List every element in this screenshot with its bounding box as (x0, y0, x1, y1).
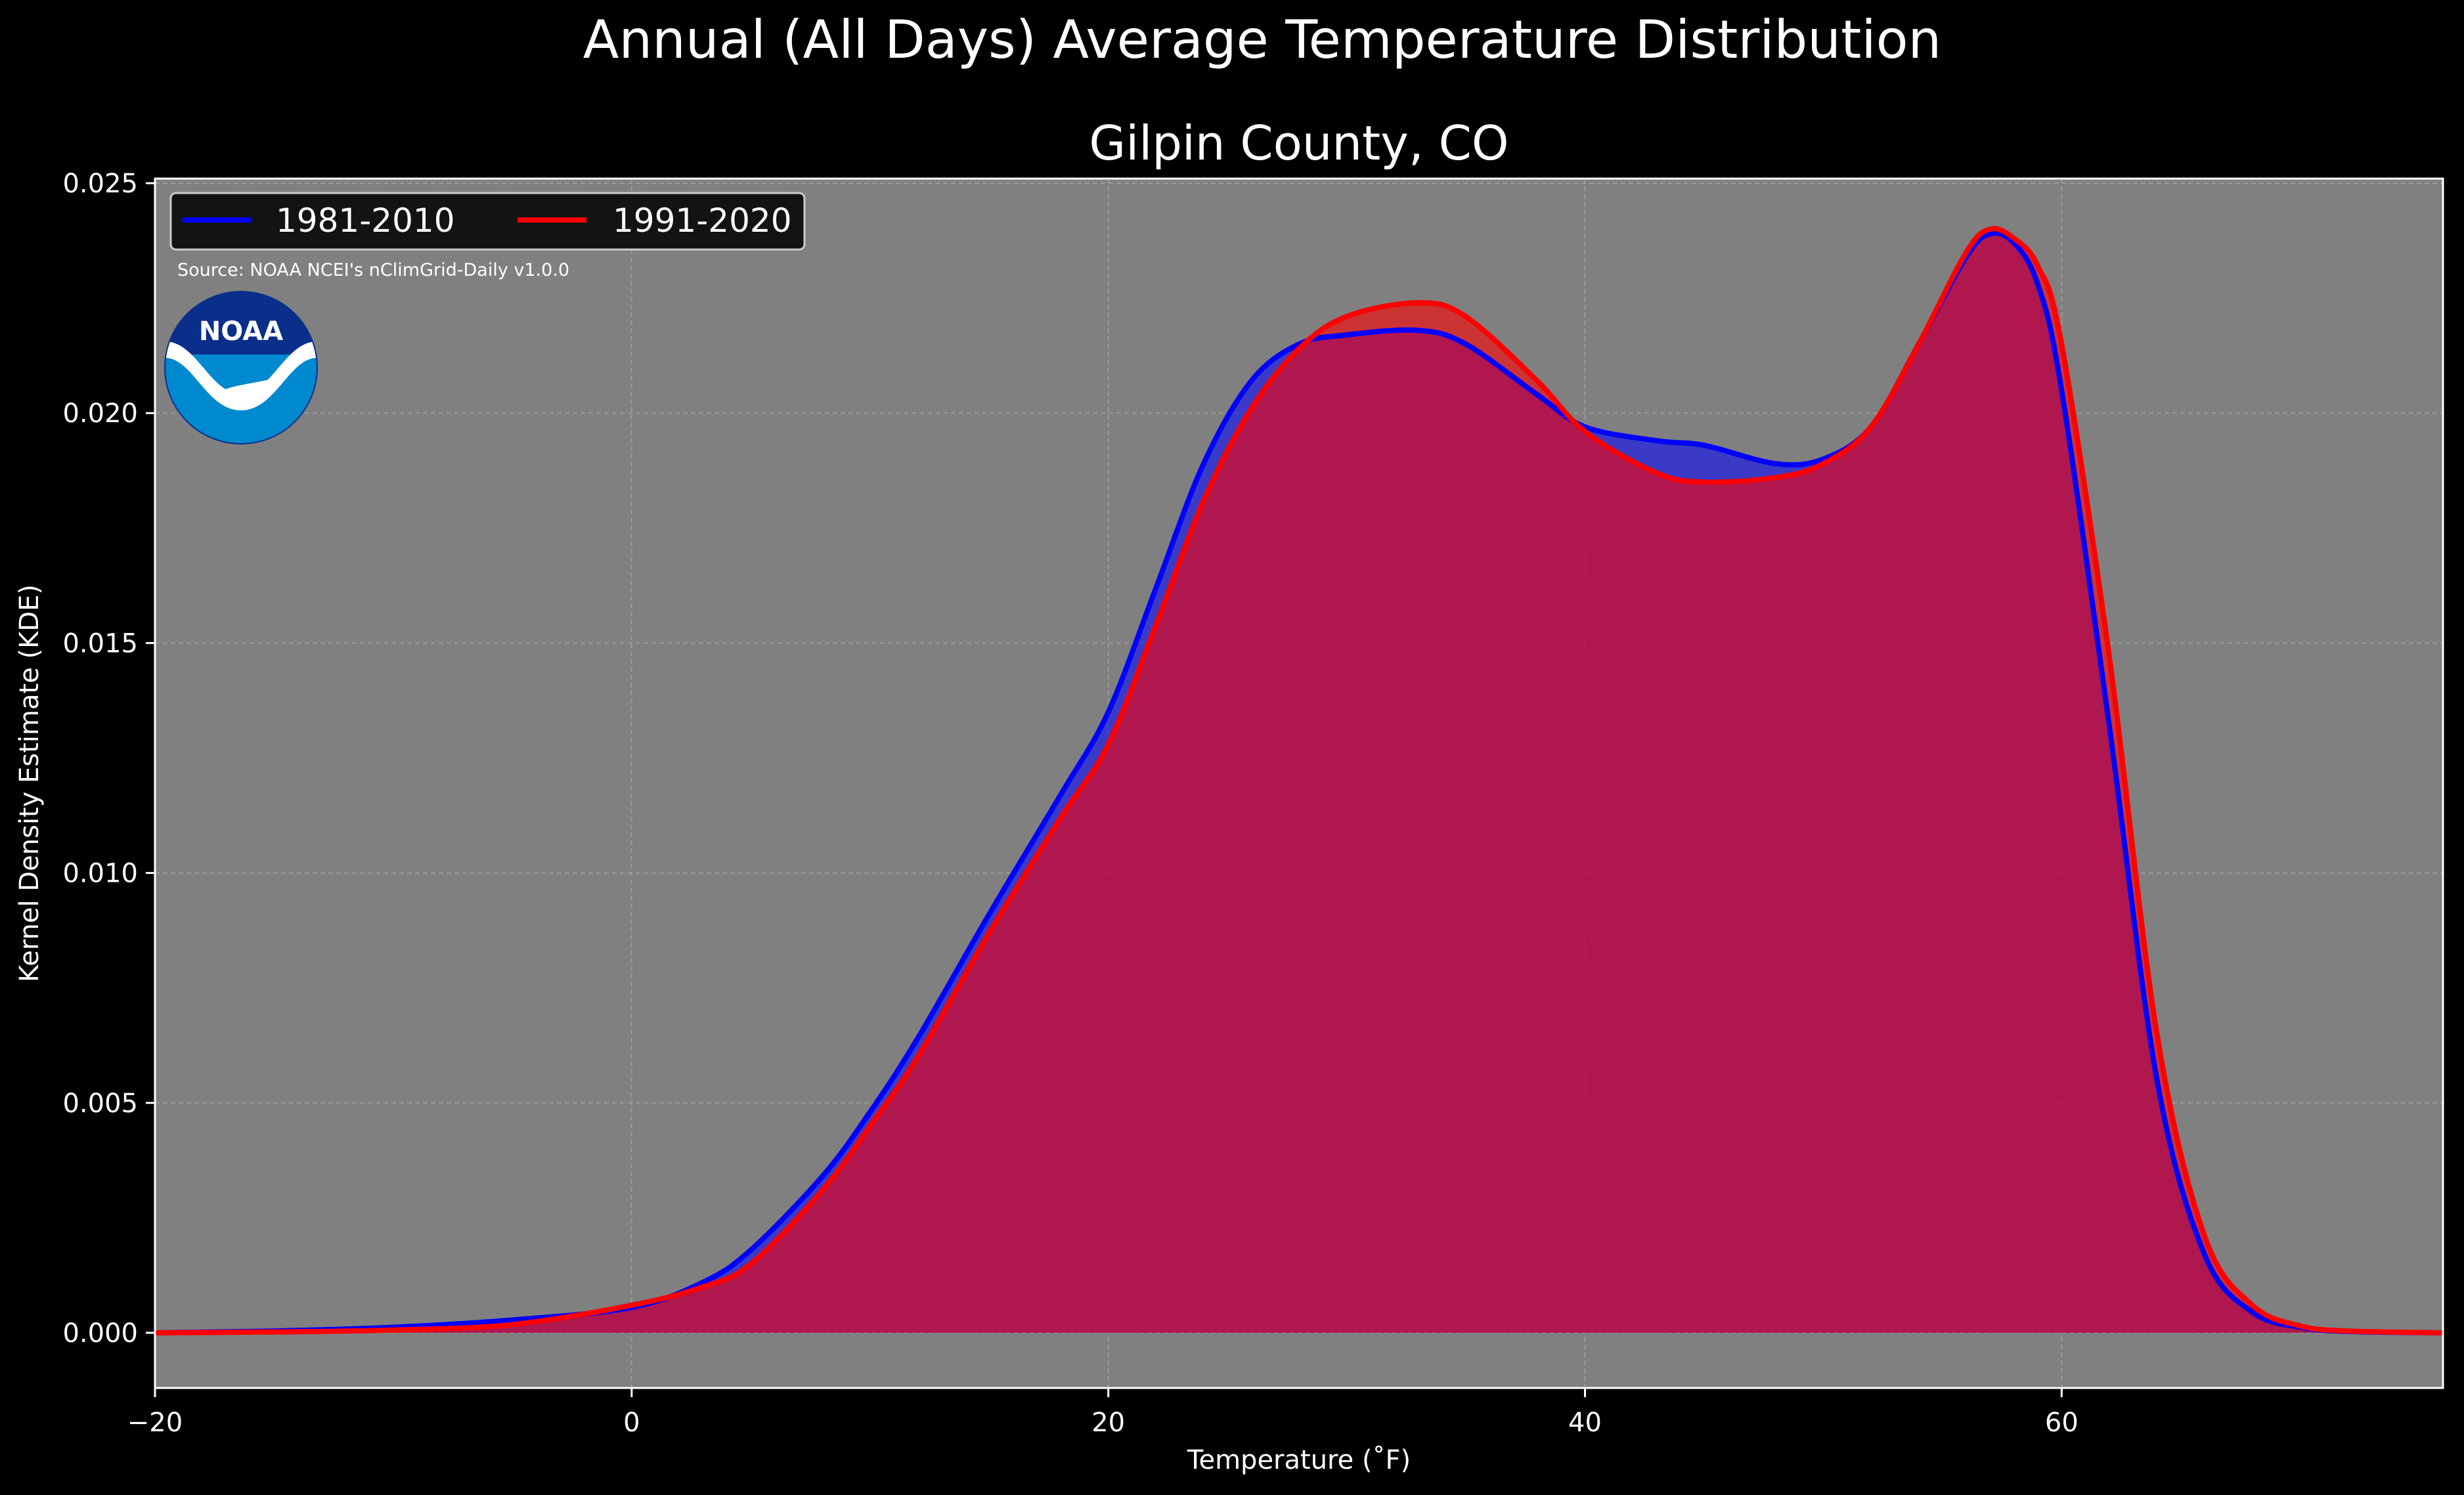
axes-frame (154, 177, 2444, 1389)
source-note: Source: NOAA NCEI's nClimGrid-Daily v1.0… (177, 260, 569, 280)
x-axis-ticks: −20 0 20 40 60 (127, 1388, 2079, 1438)
chart-title: Gilpin County, CO (1089, 116, 1508, 171)
x-tick-label: −20 (127, 1408, 183, 1438)
series-line-1981-2010 (154, 230, 2444, 1335)
legend-entry-1991-2020: 1991-2020 (613, 202, 792, 240)
noaa-logo-text: NOAA (199, 316, 283, 347)
legend: 1981-2010 1991-2020 (169, 192, 806, 251)
y-tick-label: 0.020 (62, 399, 138, 429)
x-tick-label: 0 (623, 1408, 640, 1438)
axes (154, 177, 2444, 1389)
x-tick-label: 60 (2045, 1408, 2079, 1438)
series-fill-1991-2020 (155, 228, 2443, 1333)
y-tick-label: 0.010 (62, 859, 138, 889)
y-tick-label: 0.005 (62, 1089, 138, 1119)
x-tick-label: 20 (1091, 1408, 1125, 1438)
y-tick-label: 0.000 (62, 1318, 138, 1349)
y-axis-ticks: 0.000 0.005 0.010 0.015 0.020 0.025 (62, 169, 155, 1349)
x-tick-label: 40 (1568, 1408, 1602, 1438)
y-tick-label: 0.025 (62, 169, 138, 199)
chart-suptitle: Annual (All Days) Average Temperature Di… (583, 9, 1941, 70)
series-lines (154, 226, 2444, 1335)
legend-box (169, 192, 806, 251)
x-axis-label: Temperature (˚F) (1187, 1445, 1411, 1475)
series-fills (155, 228, 2443, 1333)
noaa-logo: NOAA (164, 291, 318, 444)
y-tick-label: 0.015 (62, 628, 138, 659)
y-axis-label: Kernel Density Estimate (KDE) (14, 584, 45, 982)
legend-entry-1981-2010: 1981-2010 (276, 202, 455, 240)
series-line-1991-2020 (154, 226, 2444, 1335)
